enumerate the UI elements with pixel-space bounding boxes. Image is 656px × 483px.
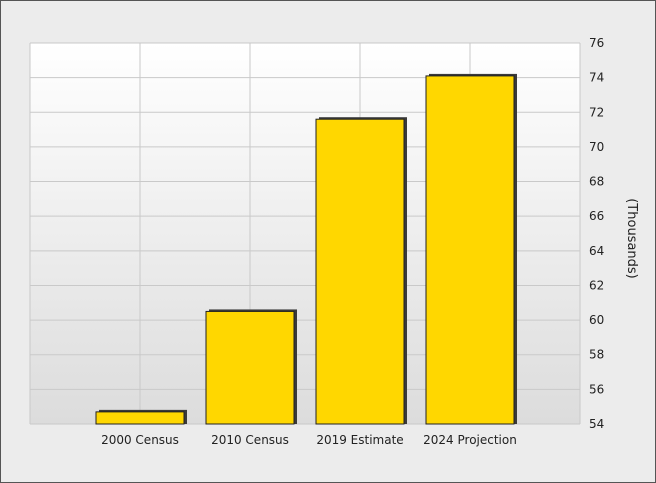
y-tick-label: 58 <box>589 348 604 362</box>
y-tick-label: 70 <box>589 140 604 154</box>
x-tick-label: 2010 Census <box>211 433 289 447</box>
x-tick-label: 2019 Estimate <box>316 433 403 447</box>
y-axis-title: (Thousands) <box>624 198 639 279</box>
y-tick-label: 66 <box>589 209 604 223</box>
y-tick-label: 76 <box>589 36 604 50</box>
y-tick-label: 68 <box>589 175 604 189</box>
bar-2010-census <box>205 310 295 425</box>
y-tick-label: 62 <box>589 278 604 292</box>
bar-2000-census <box>95 411 185 425</box>
y-tick-label: 54 <box>589 417 604 431</box>
x-tick-label: 2024 Projection <box>423 433 517 447</box>
x-tick-label: 2000 Census <box>101 433 179 447</box>
bar-2024-projection <box>425 75 515 425</box>
y-tick-label: 72 <box>589 105 604 119</box>
y-tick-label: 64 <box>589 244 604 258</box>
y-tick-label: 74 <box>589 71 604 85</box>
x-axis-ticks: 2000 Census 2010 Census 2019 Estimate 2024 … <box>101 433 517 447</box>
bar-2019-estimate <box>315 118 405 425</box>
bars <box>95 73 517 425</box>
y-tick-label: 60 <box>589 313 604 327</box>
y-tick-label: 56 <box>589 382 604 396</box>
y-axis-ticks: 54 56 58 60 62 64 66 68 70 72 74 76 <box>589 36 604 431</box>
